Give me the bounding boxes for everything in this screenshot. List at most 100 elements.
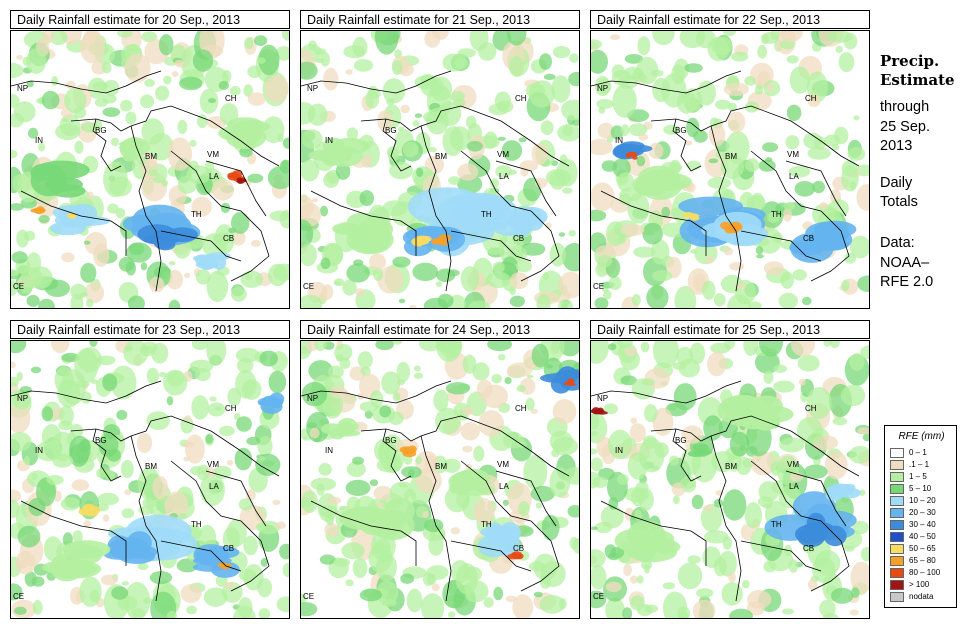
rain-cell [595, 245, 615, 258]
rain-cell [812, 180, 825, 194]
panel-title: Daily Rainfall estimate for 20 Sep., 201… [10, 10, 290, 29]
rain-cell [641, 560, 653, 570]
rainfall-panel-21sep: Daily Rainfall estimate for 21 Sep., 201… [300, 10, 580, 310]
rain-cell [190, 466, 204, 476]
country-label-bm: BM [435, 152, 447, 161]
rain-cell [430, 76, 453, 101]
rain-cell [713, 556, 727, 577]
rain-cell [226, 459, 234, 466]
rain-cell [453, 98, 466, 108]
map-canvas: NP CH IN BG BM VM LA TH CB CE [591, 341, 869, 618]
rain-cell [798, 378, 806, 386]
rain-cell [102, 107, 121, 117]
rain-cell [710, 342, 731, 354]
country-border [600, 190, 707, 256]
rain-cell [462, 354, 477, 374]
rain-cell [677, 562, 703, 590]
rain-cell [158, 34, 174, 56]
country-label-bm: BM [725, 152, 737, 161]
legend-label: 30 – 40 [909, 520, 936, 529]
country-border [710, 125, 742, 292]
legend-label: 65 – 80 [909, 556, 936, 565]
rain-cell [683, 88, 703, 112]
rain-cell [346, 263, 370, 283]
rain-cell [231, 211, 250, 234]
country-label-bg: BG [385, 126, 397, 135]
rain-cell [843, 483, 856, 492]
rain-cell [723, 31, 736, 37]
country-border [130, 125, 162, 292]
rain-cell [696, 588, 714, 598]
rain-cell [512, 554, 522, 560]
rain-cell [14, 606, 27, 615]
rain-cell [412, 262, 439, 282]
rain-cell [550, 341, 560, 354]
rain-cell [191, 196, 212, 217]
rain-cell [301, 129, 323, 149]
rain-cell [244, 37, 254, 50]
rain-cell [762, 31, 779, 44]
rain-cell [636, 155, 646, 167]
legend-entry: 65 – 80 [890, 556, 954, 567]
rain-cell [542, 272, 550, 280]
rain-cell [229, 85, 241, 96]
rain-cell [678, 196, 743, 216]
country-label-ce: CE [303, 592, 314, 601]
country-border [170, 460, 270, 592]
rain-cell [191, 395, 210, 420]
rain-cell [310, 427, 320, 439]
rain-cell [11, 361, 16, 368]
country-label-np: NP [17, 394, 28, 403]
country-border [70, 105, 280, 167]
rain-cell [545, 168, 572, 187]
country-border [740, 230, 822, 262]
rain-cell [591, 341, 609, 364]
rain-cell [364, 410, 373, 419]
rain-cell [374, 31, 399, 55]
rain-cell [11, 149, 18, 159]
rain-cell [713, 498, 724, 508]
rain-cell [87, 77, 107, 99]
rain-cell [254, 35, 268, 46]
rain-cell [355, 288, 365, 297]
rain-cell [831, 587, 854, 604]
rain-cell [382, 78, 406, 104]
rain-cell [468, 300, 491, 308]
rain-cell [691, 494, 704, 510]
rain-cell [857, 427, 869, 435]
rain-cell [301, 602, 318, 617]
rain-cell [11, 203, 24, 211]
rain-cell [638, 437, 665, 473]
rain-cell [421, 593, 445, 618]
rain-cell [359, 588, 383, 602]
rain-cell [612, 84, 637, 118]
sidebar-date-line2: 2013 [880, 138, 913, 154]
rain-cell [472, 362, 490, 381]
country-label-vm: VM [787, 460, 799, 469]
rain-cell [391, 59, 403, 76]
rainfall-panel-24sep: Daily Rainfall estimate for 24 Sep., 201… [300, 320, 580, 620]
rain-cell [301, 195, 314, 219]
rain-cell [142, 497, 157, 509]
rain-cell [731, 51, 749, 62]
rain-cell [26, 294, 40, 307]
rain-cell [642, 222, 663, 245]
rain-cell [766, 83, 774, 92]
country-label-vm: VM [497, 460, 509, 469]
rain-cell [617, 341, 633, 349]
country-label-bm: BM [145, 152, 157, 161]
rain-cell [504, 377, 512, 385]
rain-cell [508, 206, 542, 222]
rain-cell [178, 513, 187, 520]
rain-cell [398, 481, 410, 488]
rain-cell [367, 87, 381, 99]
rain-cell [797, 527, 825, 548]
rain-cell [495, 165, 512, 178]
rain-cell [608, 429, 633, 460]
country-label-cb: CB [803, 234, 814, 243]
rain-cell [702, 280, 716, 300]
country-label-np: NP [307, 394, 318, 403]
rain-cell [750, 62, 774, 88]
country-label-ch: CH [225, 94, 237, 103]
legend-entry: 20 – 30 [890, 508, 954, 519]
